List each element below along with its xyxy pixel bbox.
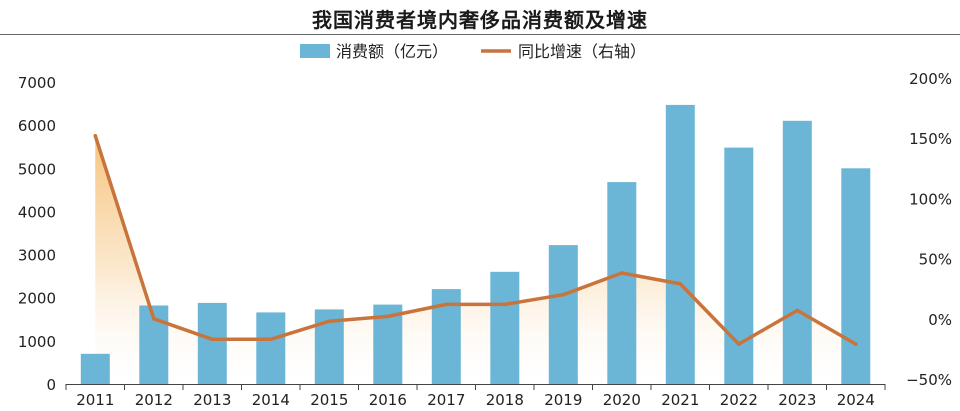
bar-2020 <box>607 182 637 384</box>
y-left-tick-label: 3000 <box>18 247 56 265</box>
y-left-tick-label: 2000 <box>18 290 56 308</box>
y-left-tick-label: 1000 <box>18 333 56 351</box>
growth-area <box>95 135 856 384</box>
growth-point-2016 <box>386 314 390 319</box>
title-divider <box>0 34 960 35</box>
growth-point-2019 <box>561 292 566 297</box>
growth-point-2024 <box>854 342 858 346</box>
x-tick-label: 2011 <box>76 391 114 409</box>
growth-line <box>93 134 858 346</box>
growth-line-series <box>93 134 858 346</box>
bar-2022 <box>724 147 754 384</box>
legend-line-label: 同比增速（右轴） <box>518 42 646 61</box>
bar-2018 <box>490 271 520 384</box>
x-tick-label: 2021 <box>661 391 699 409</box>
x-tick-label: 2016 <box>369 391 407 409</box>
x-tick-label: 2017 <box>427 391 465 409</box>
growth-point-2020 <box>620 271 624 275</box>
legend-bar-swatch <box>300 44 330 58</box>
y-right-tick-label: 50% <box>919 251 952 269</box>
chart-title: 我国消费者境内奢侈品消费额及增速 <box>312 8 648 32</box>
bar-2011 <box>80 353 110 384</box>
growth-point-2022 <box>737 342 741 346</box>
x-tick-label: 2018 <box>486 391 524 409</box>
x-tick-label: 2023 <box>778 391 816 409</box>
y-right-tick-label: −50% <box>906 371 952 389</box>
x-axis: 2011 2012 2013 2014 2015 2016 2017 2018 2019 2020… <box>65 384 886 409</box>
growth-point-2021 <box>678 282 683 286</box>
x-tick-label: 2014 <box>252 391 290 409</box>
growth-area-fill <box>95 135 856 384</box>
y-right-tick-label: 150% <box>909 130 952 148</box>
y-right-tick-label: 200% <box>909 70 952 88</box>
growth-point-2017 <box>444 302 449 307</box>
y-right-tick-label: 0% <box>928 311 952 329</box>
x-tick-label: 2019 <box>544 391 582 409</box>
bar-2024 <box>841 168 871 384</box>
y-left-tick-label: 5000 <box>18 160 56 178</box>
y-axis-left: 0 1000 2000 3000 4000 5000 6000 7000 <box>18 74 56 394</box>
x-tick-label: 2020 <box>603 391 641 409</box>
y-left-tick-label: 7000 <box>18 74 56 92</box>
growth-point-2012 <box>152 317 156 321</box>
x-tick-label: 2022 <box>720 391 758 409</box>
growth-point-2023 <box>795 308 800 313</box>
bar-2023 <box>782 120 812 385</box>
y-left-tick-label: 6000 <box>18 117 56 135</box>
y-axis-right: −50% 0% 50% 100% 150% 200% <box>906 70 952 389</box>
x-tick-label: 2024 <box>837 391 875 409</box>
growth-point-2018 <box>503 302 507 307</box>
legend-bar-label: 消费额（亿元） <box>336 42 448 61</box>
y-left-tick-label: 0 <box>46 376 56 394</box>
growth-point-2014 <box>269 337 273 342</box>
bar-2013 <box>197 302 227 384</box>
bar-2014 <box>256 312 286 384</box>
x-tick-label: 2012 <box>135 391 173 409</box>
legend: 消费额（亿元） 同比增速（右轴） <box>300 42 646 61</box>
y-right-tick-label: 100% <box>909 190 952 208</box>
y-left-tick-label: 4000 <box>18 203 56 221</box>
growth-point-2015 <box>327 319 332 324</box>
bar-2019 <box>548 245 578 384</box>
bar-2021 <box>665 104 695 385</box>
growth-point-2013 <box>210 337 215 342</box>
growth-point-2011 <box>93 134 98 138</box>
x-tick-label: 2013 <box>193 391 231 409</box>
x-tick-label: 2015 <box>310 391 348 409</box>
